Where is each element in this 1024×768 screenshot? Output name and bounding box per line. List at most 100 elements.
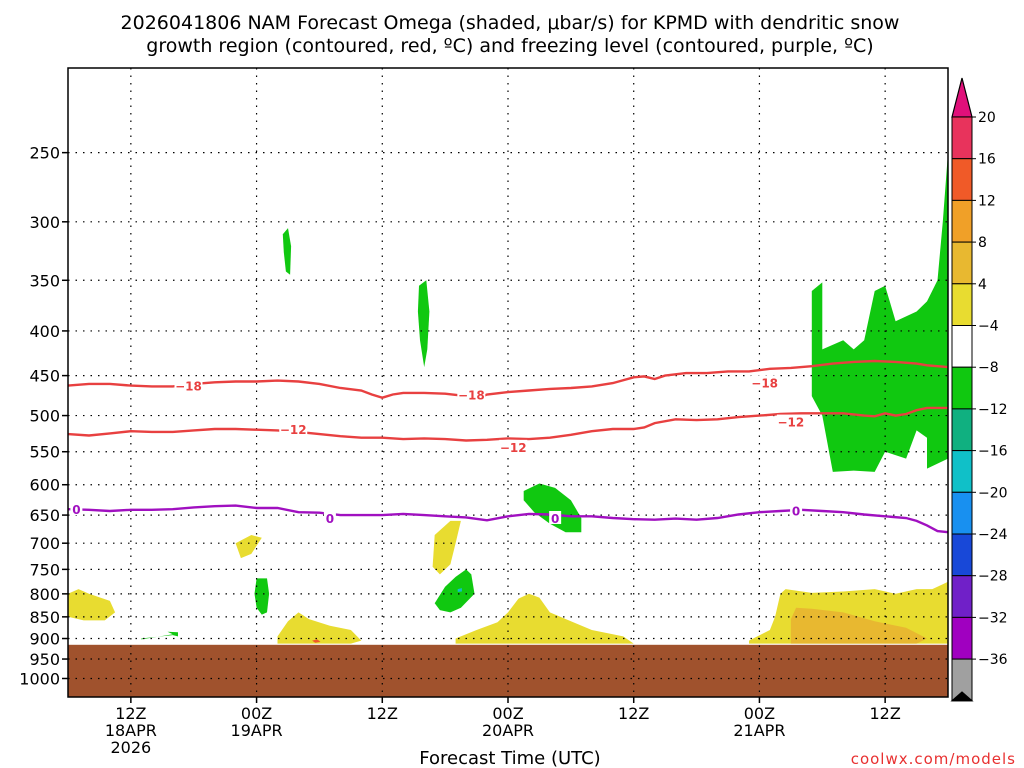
colorbar-box <box>951 199 973 243</box>
colorbar-box <box>951 325 973 368</box>
colorbar-label: −4 <box>978 319 999 335</box>
contour-label: 0 <box>72 503 80 517</box>
colorbar-box <box>951 616 973 660</box>
contour-label: −12 <box>280 423 307 437</box>
x-tick-label: 19APR <box>231 721 283 740</box>
colorbar-label: −12 <box>978 402 1008 418</box>
chart-title-line-2: growth region (contoured, red, ºC) and f… <box>146 35 873 57</box>
y-tick-label: 950 <box>29 650 60 669</box>
omega-region-14 <box>457 588 462 592</box>
y-tick-label: 500 <box>29 407 60 426</box>
omega-region-4 <box>434 569 475 613</box>
colorbar: 20 16 12 8 4 −4 −8 −12 −16 −20 −24 −28 −32 −36 <box>950 77 1008 702</box>
colorbar-box <box>951 283 973 326</box>
y-tick-label: 250 <box>29 144 60 163</box>
colorbar-label: 4 <box>978 277 987 293</box>
x-tick-label: 2026 <box>110 738 151 757</box>
colorbar-label: 12 <box>978 193 996 209</box>
contour-label: −12 <box>777 416 804 430</box>
contour-label-bg <box>790 503 803 517</box>
colorbar-label: −8 <box>978 360 999 376</box>
colorbar-box <box>951 241 973 285</box>
terrain-block <box>68 644 948 697</box>
y-tick-label: 800 <box>29 585 60 604</box>
x-axis-label: Forecast Time (UTC) <box>419 748 600 768</box>
contour-label-bg <box>323 510 336 524</box>
colorbar-box <box>951 450 973 493</box>
x-tick-label: 00Z <box>744 704 775 723</box>
y-tick-label: 750 <box>29 560 60 579</box>
colorbar-label: −28 <box>978 569 1008 585</box>
contour-label-bg <box>174 378 203 392</box>
plot-area: −18 −18 −18 −12 −12 −12 0 0 0 0 <box>67 67 949 698</box>
y-tick-label: 400 <box>29 322 60 341</box>
omega-region-3 <box>523 483 582 533</box>
contour-label: −12 <box>500 441 527 455</box>
colorbar-box <box>951 408 973 452</box>
colorbar-label: 16 <box>978 152 996 168</box>
contour-label-bg <box>776 414 805 428</box>
x-tick-label: 00Z <box>492 704 523 723</box>
colorbar-box <box>951 366 973 410</box>
colorbar-top-arrow <box>951 77 973 118</box>
colorbar-label: −16 <box>978 444 1008 460</box>
colorbar-box <box>951 491 973 535</box>
omega-region-5 <box>254 578 270 615</box>
colorbar-label: 8 <box>978 235 987 251</box>
contour-2 <box>67 504 949 534</box>
x-tick-label: 00Z <box>241 704 272 723</box>
contour-label-bg <box>279 421 308 435</box>
colorbar-box <box>951 158 973 201</box>
contour-label-bg <box>457 387 486 401</box>
omega-region-15 <box>312 639 321 643</box>
contour-label: −18 <box>175 380 202 394</box>
contour-label-bg <box>549 510 562 524</box>
y-tick-label: 450 <box>29 367 60 386</box>
y-tick-label: 350 <box>29 271 60 290</box>
colorbar-label: −20 <box>978 485 1008 501</box>
x-tick-label: 20APR <box>482 721 534 740</box>
contour-label-bg <box>750 375 779 389</box>
omega-region-2 <box>811 152 948 472</box>
x-tick-label: 12Z <box>618 704 649 723</box>
y-tick-label: 700 <box>29 534 60 553</box>
contour-1 <box>67 406 948 442</box>
omega-region-1 <box>417 280 430 368</box>
y-tick-label: 600 <box>29 476 60 495</box>
omega-region-0 <box>282 228 292 275</box>
colorbar-box <box>951 116 973 160</box>
y-tick-label: 1000 <box>19 669 60 688</box>
omega-region-10 <box>277 612 362 644</box>
watermark: coolwx.com/models <box>851 750 1016 768</box>
omega-region-13 <box>790 607 927 644</box>
contour-0 <box>67 359 949 400</box>
contour-label: 0 <box>551 512 559 526</box>
colorbar-label: −24 <box>978 527 1008 543</box>
x-tick-label: 12Z <box>115 704 146 723</box>
omega-region-7 <box>68 589 116 621</box>
x-tick-label: 18APR <box>105 721 157 740</box>
colorbar-label: −32 <box>978 610 1008 626</box>
contour-label: −18 <box>458 389 485 403</box>
colorbar-label: 20 <box>978 110 996 126</box>
omega-region-6 <box>141 631 178 640</box>
x-tick-label: 12Z <box>367 704 398 723</box>
contour-label: 0 <box>326 512 334 526</box>
contour-label: −18 <box>751 376 778 390</box>
y-axis: 250 300 350 400 450 500 550 600 650 700 750 800 850 9… <box>19 144 68 688</box>
colorbar-label: −36 <box>978 652 1008 668</box>
contour-label-bg <box>499 439 528 453</box>
y-tick-label: 900 <box>29 630 60 649</box>
omega-region-11 <box>455 593 634 644</box>
colorbar-box <box>951 575 973 618</box>
y-tick-label: 850 <box>29 608 60 627</box>
y-tick-label: 300 <box>29 213 60 232</box>
y-tick-label: 550 <box>29 443 60 462</box>
y-tick-label: 650 <box>29 506 60 525</box>
x-tick-label: 21APR <box>733 721 785 740</box>
contour-label-bg <box>70 502 83 516</box>
x-tick-label: 12Z <box>869 704 900 723</box>
colorbar-box <box>951 533 973 577</box>
